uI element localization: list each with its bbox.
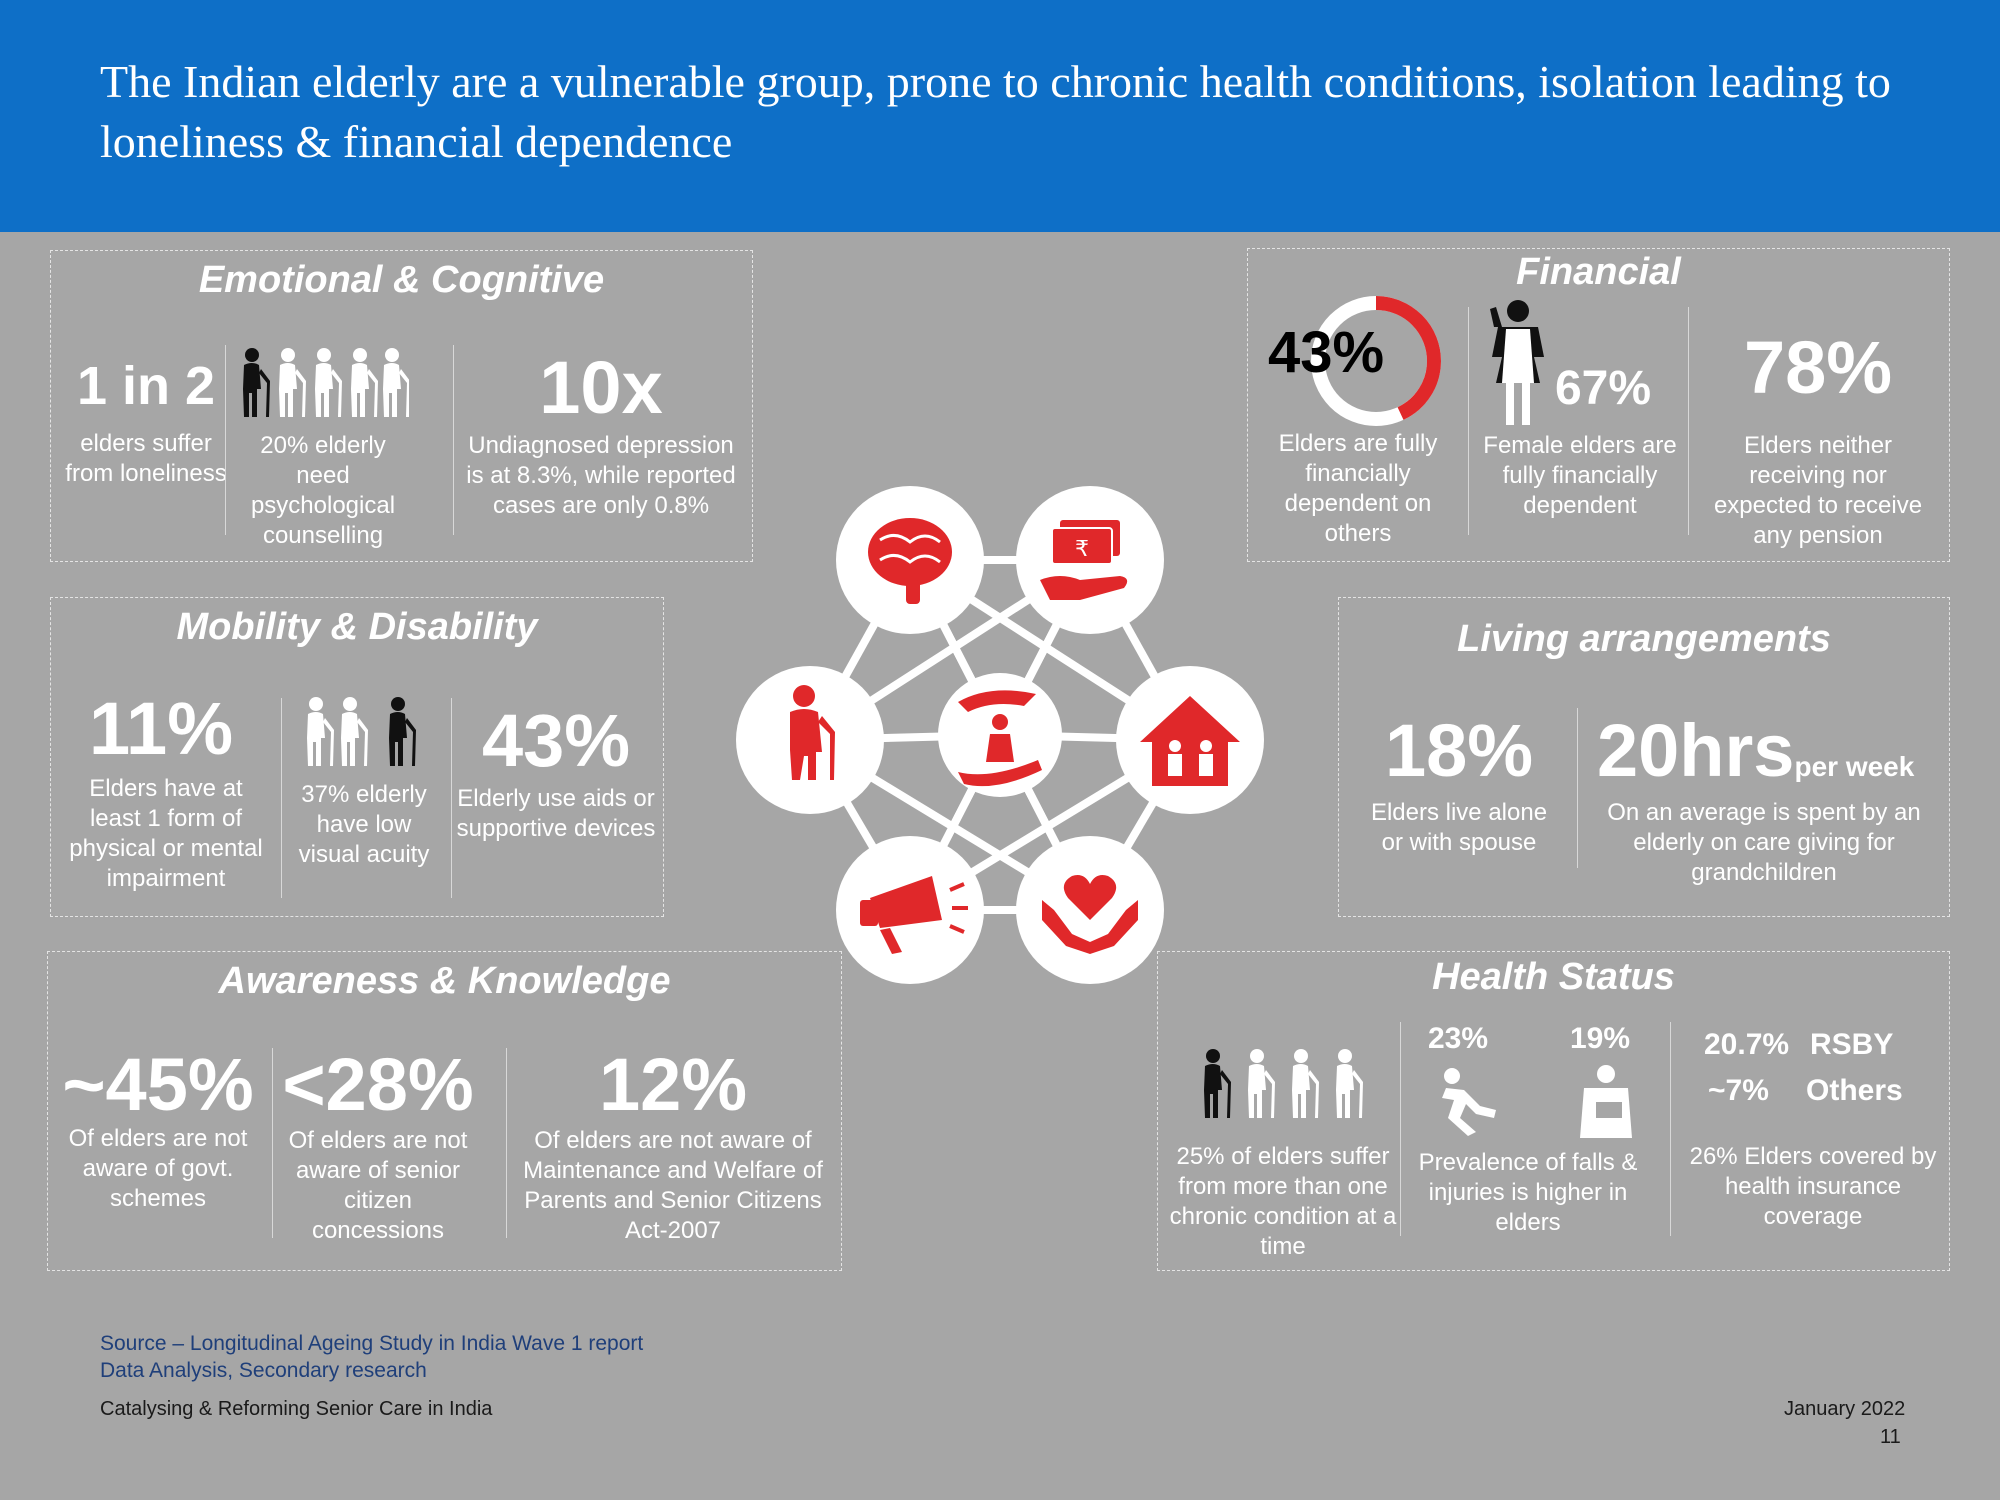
caption-impairment: Elders have at least 1 form of physical … bbox=[69, 775, 263, 892]
footer-title: Catalysing & Reforming Senior Care in In… bbox=[100, 1398, 493, 1420]
caption-insurance: 26% Elders covered by health insurance c… bbox=[1689, 1143, 1937, 1230]
page-title: The Indian elderly are a vulnerable grou… bbox=[100, 56, 1891, 167]
caption-counselling: 20% elderly need psychological counselli… bbox=[250, 432, 396, 549]
panel-title: Emotional & Cognitive bbox=[198, 259, 605, 301]
elderly-chronic-icon bbox=[1204, 1049, 1363, 1118]
stat-live-alone: 18% bbox=[1384, 709, 1534, 792]
header-banner: The Indian elderly are a vulnerable grou… bbox=[0, 0, 2000, 232]
panel-title: Awareness & Knowledge bbox=[218, 960, 671, 1002]
caption-visual-acuity: 37% elderly have low visual acuity bbox=[298, 781, 430, 868]
emotional-panel: Emotional & Cognitive 1 in 2 elders suff… bbox=[50, 250, 753, 562]
megaphone-icon bbox=[860, 876, 968, 954]
stat-caregiving-hours: 20hrsper week bbox=[1597, 708, 1937, 793]
caregiving-hours-suffix: per week bbox=[1794, 751, 1915, 782]
financial-panel: Financial 43% Elders are fully financial… bbox=[1247, 248, 1950, 562]
caption-aids: Elderly use aids or supportive devices bbox=[456, 785, 656, 842]
caption-caregiving: On an average is spent by an elderly on … bbox=[1607, 799, 1921, 886]
elderly-vision-icon bbox=[307, 697, 416, 766]
brain-icon bbox=[868, 518, 952, 604]
caption-concessions: Of elders are not aware of senior citize… bbox=[288, 1127, 468, 1244]
panel-title: Mobility & Disability bbox=[176, 606, 538, 648]
house-icon bbox=[1140, 696, 1240, 786]
caption-financial-dependence: Elders are fully financially dependent o… bbox=[1278, 430, 1438, 547]
stat-loneliness: 1 in 2 bbox=[76, 356, 216, 416]
source-line-1: Source – Longitudinal Ageing Study in In… bbox=[100, 1332, 644, 1355]
footer-date: January 2022 bbox=[1784, 1398, 1906, 1420]
elderly-cane-icon bbox=[790, 685, 835, 780]
svg-text:₹: ₹ bbox=[1075, 537, 1089, 562]
source-line-2: Data Analysis, Secondary research bbox=[100, 1359, 427, 1382]
health-panel: Health Status 25% of elders suffer from … bbox=[1157, 951, 1950, 1271]
stat-others-value: ~7% bbox=[1708, 1074, 1769, 1107]
caption-falls: Prevalence of falls & injuries is higher… bbox=[1418, 1149, 1638, 1236]
female-icon bbox=[1490, 300, 1544, 425]
fall-icon bbox=[1442, 1068, 1496, 1136]
heart-hands-icon bbox=[1042, 875, 1138, 954]
living-panel: Living arrangements 18% Elders live alon… bbox=[1338, 597, 1950, 917]
stat-falls: 23% bbox=[1428, 1022, 1489, 1055]
stat-others-label: Others bbox=[1806, 1074, 1903, 1107]
caption-pension: Elders neither receiving nor expected to… bbox=[1713, 432, 1923, 549]
stat-depression: 10x bbox=[539, 346, 663, 429]
stat-injuries: 19% bbox=[1570, 1022, 1631, 1055]
caption-chronic: 25% of elders suffer from more than one … bbox=[1169, 1143, 1397, 1260]
caption-govt-schemes: Of elders are not aware of govt. schemes bbox=[68, 1125, 248, 1212]
elderly-group-icon bbox=[243, 348, 409, 417]
caregiving-hours-value: 20hrs bbox=[1597, 709, 1795, 792]
panel-title: Living arrangements bbox=[1457, 618, 1831, 660]
family-care-icon bbox=[958, 690, 1042, 787]
caption-female-dependence: Female elders are fully financially depe… bbox=[1483, 432, 1677, 519]
stat-female-dependence: 67% bbox=[1554, 362, 1652, 415]
stat-impairment: 11% bbox=[88, 687, 234, 770]
stat-welfare-act: 12% bbox=[598, 1043, 748, 1126]
stat-rsby-value: 20.7% bbox=[1704, 1028, 1790, 1061]
caption-live-alone: Elders live alone or with spouse bbox=[1370, 799, 1548, 856]
stat-financial-dependence: 43% bbox=[1268, 320, 1385, 385]
rupee-hand-icon: ₹ bbox=[1040, 520, 1128, 600]
caption-welfare-act: Of elders are not aware of Maintenance a… bbox=[523, 1127, 823, 1244]
page-number: 11 bbox=[1880, 1426, 1901, 1448]
panel-title: Health Status bbox=[1432, 956, 1675, 998]
donut-chart bbox=[1311, 296, 1441, 426]
awareness-panel: Awareness & Knowledge ~45% Of elders are… bbox=[47, 951, 842, 1271]
stat-rsby-label: RSBY bbox=[1810, 1028, 1894, 1061]
mobility-panel: Mobility & Disability 11% Elders have at… bbox=[50, 597, 664, 917]
injury-icon bbox=[1580, 1065, 1632, 1138]
stat-govt-schemes: ~45% bbox=[62, 1043, 254, 1126]
stat-aids: 43% bbox=[481, 699, 631, 782]
panel-title: Financial bbox=[1516, 251, 1681, 293]
stat-pension: 78% bbox=[1743, 326, 1893, 409]
caption-loneliness: elders suffer from loneliness bbox=[65, 430, 227, 487]
caption-depression: Undiagnosed depression is at 8.3%, while… bbox=[466, 432, 736, 519]
stat-concessions: <28% bbox=[282, 1043, 474, 1126]
central-hub-diagram: ₹ bbox=[736, 486, 1264, 984]
